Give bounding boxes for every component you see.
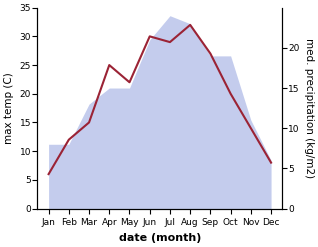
Y-axis label: max temp (C): max temp (C) xyxy=(4,72,14,144)
Y-axis label: med. precipitation (kg/m2): med. precipitation (kg/m2) xyxy=(304,38,314,178)
X-axis label: date (month): date (month) xyxy=(119,233,201,243)
